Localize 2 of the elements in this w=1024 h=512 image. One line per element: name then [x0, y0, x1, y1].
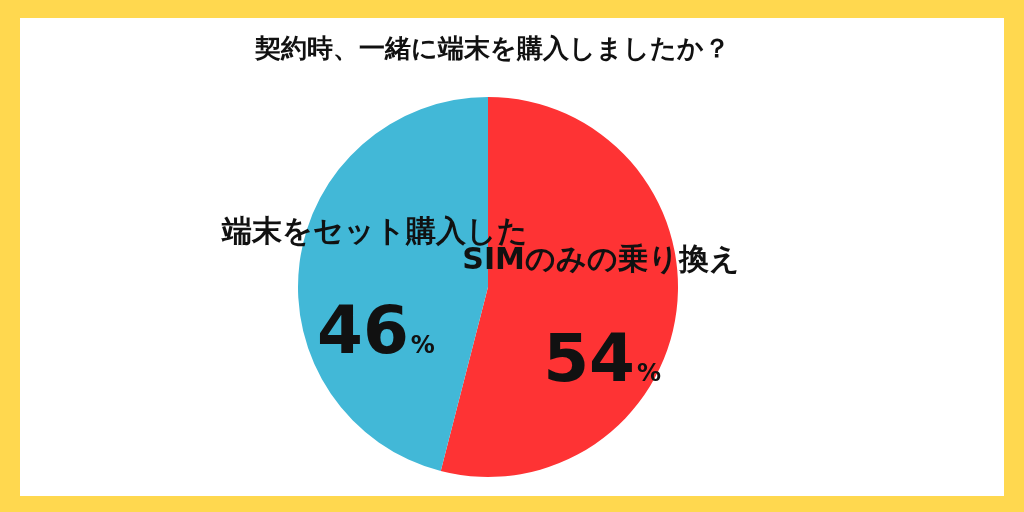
- data-label: 46%: [316, 291, 435, 369]
- chart-title: 契約時、一緒に端末を購入しましたか？: [253, 32, 730, 63]
